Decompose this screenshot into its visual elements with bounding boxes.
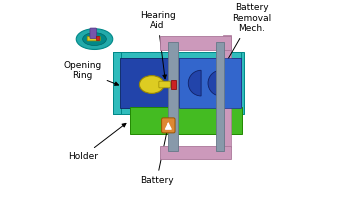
Text: Opening
Ring: Opening Ring — [63, 61, 119, 85]
Bar — [216, 42, 224, 151]
Bar — [168, 42, 178, 151]
Text: Hearing
Aid: Hearing Aid — [140, 11, 176, 79]
Bar — [113, 97, 241, 114]
Bar — [171, 80, 176, 89]
Wedge shape — [208, 70, 221, 96]
Bar — [160, 36, 231, 50]
Bar — [241, 52, 243, 114]
Ellipse shape — [76, 29, 113, 49]
Bar — [223, 35, 231, 147]
FancyBboxPatch shape — [162, 118, 175, 133]
Text: Battery: Battery — [140, 128, 174, 185]
Text: Holder: Holder — [68, 123, 126, 161]
Bar — [179, 58, 241, 108]
Ellipse shape — [139, 76, 164, 93]
FancyBboxPatch shape — [90, 28, 97, 39]
Bar — [130, 107, 241, 134]
Ellipse shape — [83, 33, 106, 46]
FancyBboxPatch shape — [87, 37, 100, 41]
Bar — [120, 58, 241, 108]
Bar — [113, 52, 241, 69]
Text: Battery
Removal
Mech.: Battery Removal Mech. — [224, 3, 271, 66]
FancyBboxPatch shape — [159, 81, 170, 88]
Bar — [160, 146, 231, 159]
Bar — [97, 36, 99, 40]
Wedge shape — [188, 70, 201, 96]
Bar — [113, 52, 121, 114]
